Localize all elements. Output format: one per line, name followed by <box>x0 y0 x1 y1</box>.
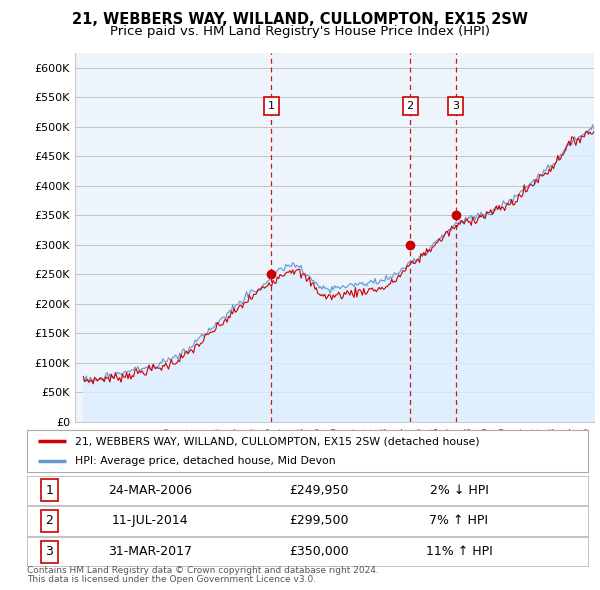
Text: Contains HM Land Registry data © Crown copyright and database right 2024.: Contains HM Land Registry data © Crown c… <box>27 566 379 575</box>
Text: £299,500: £299,500 <box>289 514 349 527</box>
Text: 21, WEBBERS WAY, WILLAND, CULLOMPTON, EX15 2SW: 21, WEBBERS WAY, WILLAND, CULLOMPTON, EX… <box>72 12 528 27</box>
Text: £249,950: £249,950 <box>289 484 349 497</box>
Text: 7% ↑ HPI: 7% ↑ HPI <box>430 514 488 527</box>
Text: 11-JUL-2014: 11-JUL-2014 <box>112 514 189 527</box>
Text: £350,000: £350,000 <box>289 545 349 558</box>
Text: 1: 1 <box>46 484 53 497</box>
Text: 2: 2 <box>407 101 414 111</box>
Text: 1: 1 <box>268 101 275 111</box>
Text: 2% ↓ HPI: 2% ↓ HPI <box>430 484 488 497</box>
Text: 24-MAR-2006: 24-MAR-2006 <box>109 484 193 497</box>
Text: 11% ↑ HPI: 11% ↑ HPI <box>425 545 493 558</box>
Text: 2: 2 <box>46 514 53 527</box>
Text: 3: 3 <box>46 545 53 558</box>
Text: 31-MAR-2017: 31-MAR-2017 <box>109 545 193 558</box>
Text: 21, WEBBERS WAY, WILLAND, CULLOMPTON, EX15 2SW (detached house): 21, WEBBERS WAY, WILLAND, CULLOMPTON, EX… <box>74 437 479 447</box>
Text: HPI: Average price, detached house, Mid Devon: HPI: Average price, detached house, Mid … <box>74 457 335 466</box>
Text: 3: 3 <box>452 101 460 111</box>
Text: Price paid vs. HM Land Registry's House Price Index (HPI): Price paid vs. HM Land Registry's House … <box>110 25 490 38</box>
Text: This data is licensed under the Open Government Licence v3.0.: This data is licensed under the Open Gov… <box>27 575 316 584</box>
